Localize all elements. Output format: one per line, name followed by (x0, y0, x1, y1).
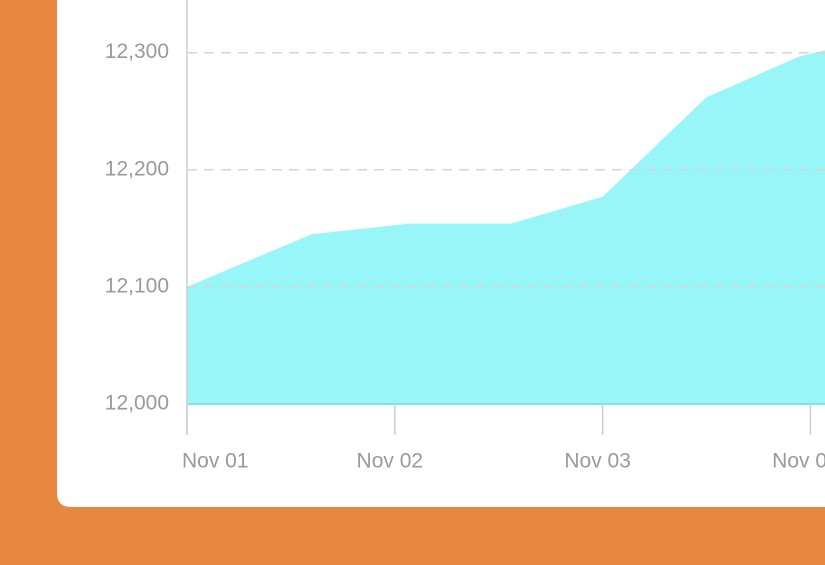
x-tick-label: Nov 03 (564, 450, 631, 473)
x-tick-label: Nov 02 (357, 450, 424, 473)
area (187, 50, 825, 404)
y-tick-label: 12,300 (105, 40, 169, 63)
x-tick-label: Nov 01 (182, 450, 249, 473)
y-tick-label: 12,000 (105, 392, 169, 415)
x-tick-label: Nov 04 (772, 450, 825, 473)
plot-area: 12,000 12,100 12,200 12,300 Nov 01 Nov 02 Nov … (105, 0, 825, 473)
y-tick-label: 12,200 (105, 157, 169, 180)
y-tick-label: 12,100 (105, 274, 169, 297)
